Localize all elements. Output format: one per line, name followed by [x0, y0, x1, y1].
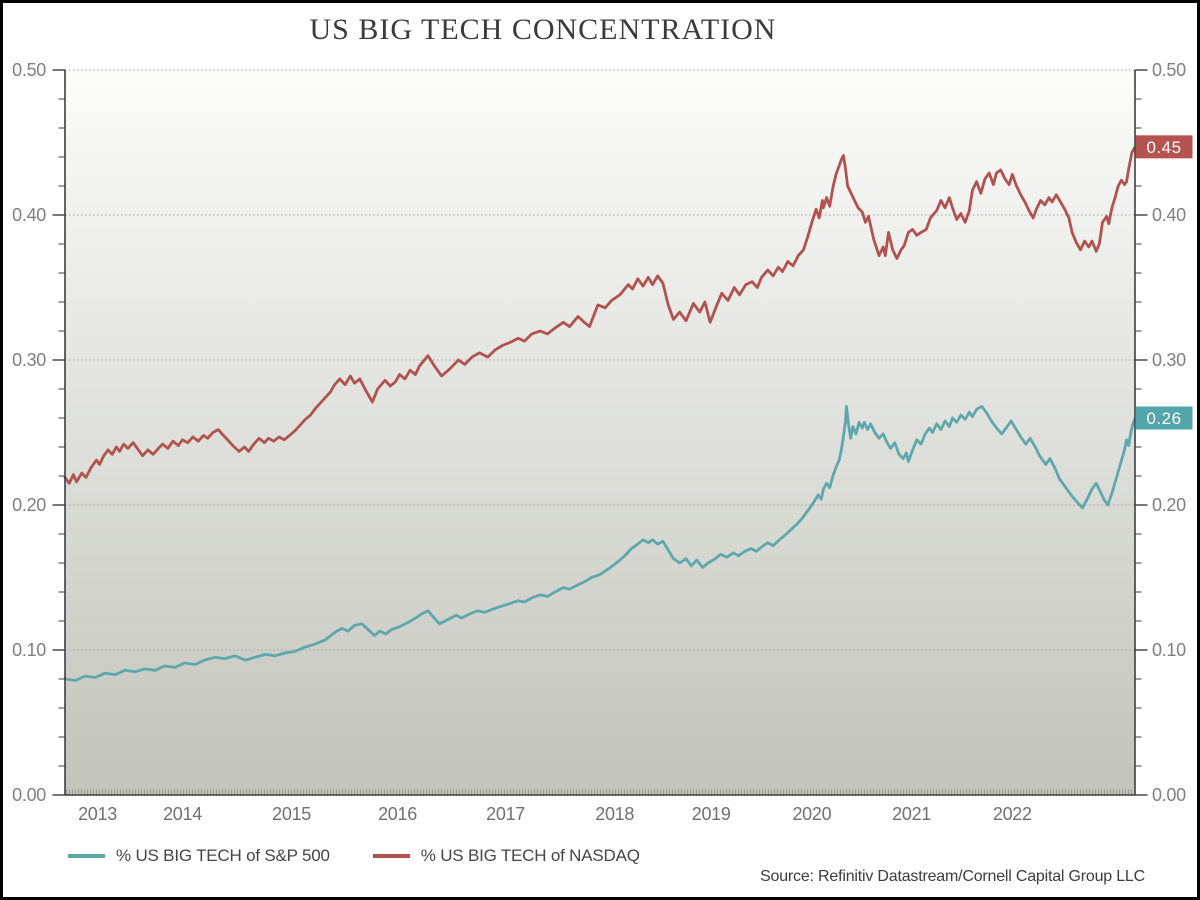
sp500-legend-label: % US BIG TECH of S&P 500	[116, 846, 330, 865]
sp500-legend-swatch	[68, 854, 105, 858]
x-axis-label: 2020	[792, 804, 831, 824]
y-axis-label-left: 0.50	[12, 60, 46, 80]
source-credit: Source: Refinitiv Datastream/Cornell Cap…	[760, 868, 1145, 885]
legend-item-sp500: % US BIG TECH of S&P 500	[68, 846, 330, 866]
y-axis-label-left: 0.20	[12, 495, 46, 515]
sp500-end-value-badge	[1135, 406, 1193, 430]
x-axis-label: 2018	[595, 804, 634, 824]
y-axis-label-left: 0.30	[12, 350, 46, 370]
x-axis-label: 2019	[692, 804, 731, 824]
y-axis-label-left: 0.40	[12, 205, 46, 225]
x-axis-label: 2021	[892, 804, 931, 824]
x-axis-label: 2022	[993, 804, 1032, 824]
plot-background	[65, 70, 1135, 795]
sp500-series-line	[63, 405, 1137, 682]
sp500-end-value-label: 0.26	[1146, 409, 1181, 428]
y-axis-label-right: 0.30	[1152, 350, 1186, 370]
nasdaq-legend-label: % US BIG TECH of NASDAQ	[420, 846, 640, 865]
x-axis-label: 2014	[163, 804, 202, 824]
x-axis-label: 2017	[486, 804, 525, 824]
nasdaq-series-line	[63, 145, 1137, 485]
legend-item-nasdaq: % US BIG TECH of NASDAQ	[372, 846, 640, 866]
chart-title: US BIG TECH CONCENTRATION	[309, 13, 777, 46]
x-axis-label: 2016	[378, 804, 417, 824]
y-axis-label-left: 0.10	[12, 640, 46, 660]
nasdaq-end-value-label: 0.45	[1146, 138, 1181, 157]
legend: % US BIG TECH of S&P 500 % US BIG TECH o…	[68, 846, 640, 866]
nasdaq-end-value-badge	[1135, 135, 1193, 159]
y-axis-label-left: 0.00	[12, 785, 46, 805]
x-axis-label: 2013	[78, 804, 117, 824]
x-axis-label: 2015	[272, 804, 311, 824]
y-axis-label-right: 0.50	[1152, 60, 1186, 80]
y-axis-label-right: 0.40	[1152, 205, 1186, 225]
nasdaq-legend-swatch	[372, 854, 410, 858]
y-axis-label-right: 0.10	[1152, 640, 1186, 660]
y-axis-label-right: 0.00	[1152, 785, 1186, 805]
y-axis-label-right: 0.20	[1152, 495, 1186, 515]
